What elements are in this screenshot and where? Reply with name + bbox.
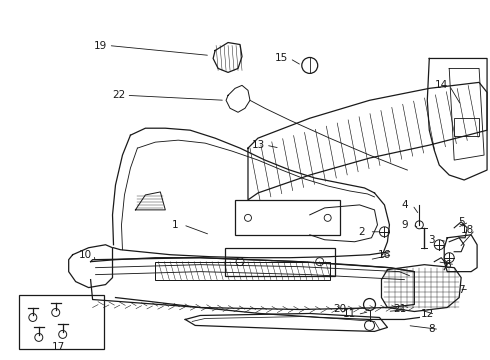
Text: 3: 3 (428, 235, 435, 245)
Text: 13: 13 (251, 140, 265, 150)
Text: 10: 10 (79, 250, 92, 260)
Text: 15: 15 (275, 54, 289, 63)
Text: 11: 11 (343, 310, 356, 319)
Text: 20: 20 (333, 305, 346, 315)
Bar (19, 294, 103, 349)
Text: 17: 17 (52, 342, 65, 352)
Text: 21: 21 (393, 305, 406, 315)
Text: 22: 22 (112, 90, 125, 100)
Bar (225, 248, 335, 276)
Text: 16: 16 (378, 250, 391, 260)
Bar (454, 118, 479, 136)
Text: 6: 6 (444, 260, 450, 270)
Text: 12: 12 (421, 310, 434, 319)
Text: 5: 5 (458, 217, 465, 227)
Text: 1: 1 (172, 220, 178, 230)
Text: 14: 14 (435, 80, 448, 90)
Text: 7: 7 (458, 284, 465, 294)
Bar (235, 200, 340, 235)
Text: 8: 8 (428, 324, 435, 334)
Text: 2: 2 (358, 227, 365, 237)
Text: 19: 19 (94, 41, 107, 50)
Bar (155, 262, 330, 280)
Text: 18: 18 (461, 225, 474, 235)
Text: 4: 4 (401, 200, 408, 210)
Text: 9: 9 (401, 220, 408, 230)
